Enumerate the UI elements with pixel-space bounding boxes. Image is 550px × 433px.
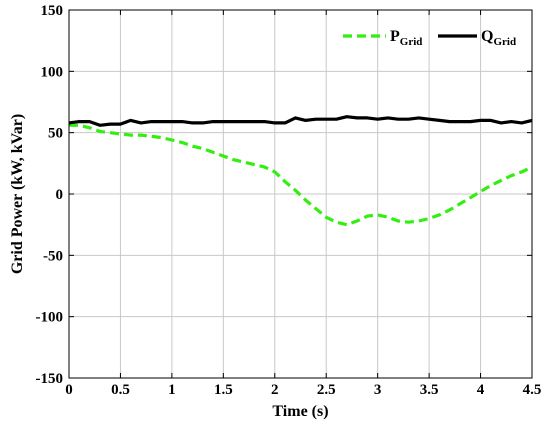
y-tick-label: -150: [36, 371, 64, 387]
x-tick-label: 2: [271, 382, 279, 398]
legend: PGrid QGrid: [343, 28, 516, 48]
legend-label: PGrid: [390, 28, 422, 48]
legend-label-main: Q: [481, 28, 493, 45]
x-axis-label: Time (s): [272, 403, 328, 420]
x-tick-label: 1: [168, 382, 176, 398]
series-layer: [68, 115, 533, 227]
y-tick-label: 100: [41, 64, 64, 80]
tick-label-layer: 0 0.5 1 1.5 2 2.5 3 3.5 4 4.5 150 100 50 0 -50 -100 -150: [36, 3, 542, 398]
y-tick-label: -100: [36, 310, 64, 326]
x-tick-label: 2.5: [317, 382, 336, 398]
series-line-q-grid: [68, 115, 533, 127]
y-axis-label: Grid Power (kW, kVar): [9, 114, 26, 274]
x-tick-label: 0.5: [111, 382, 130, 398]
series-line-p-grid: [69, 123, 533, 227]
x-tick-label: 3.5: [420, 382, 439, 398]
x-tick-label: 1.5: [214, 382, 233, 398]
y-tick-label: 150: [41, 3, 64, 19]
x-tick-label: 0: [65, 382, 73, 398]
legend-label-subscript: Grid: [400, 36, 423, 48]
legend-label-subscript: Grid: [493, 36, 516, 48]
legend-label: QGrid: [481, 28, 516, 48]
y-tick-label: -50: [43, 248, 63, 264]
x-tick-label: 4.5: [523, 382, 542, 398]
y-tick-label: 50: [48, 126, 63, 142]
x-tick-label: 4: [477, 382, 485, 398]
grid-layer: [69, 10, 532, 378]
legend-label-main: P: [390, 28, 400, 45]
x-tick-label: 3: [374, 382, 382, 398]
y-tick-label: 0: [56, 187, 64, 203]
tick-layer: [68, 9, 533, 379]
